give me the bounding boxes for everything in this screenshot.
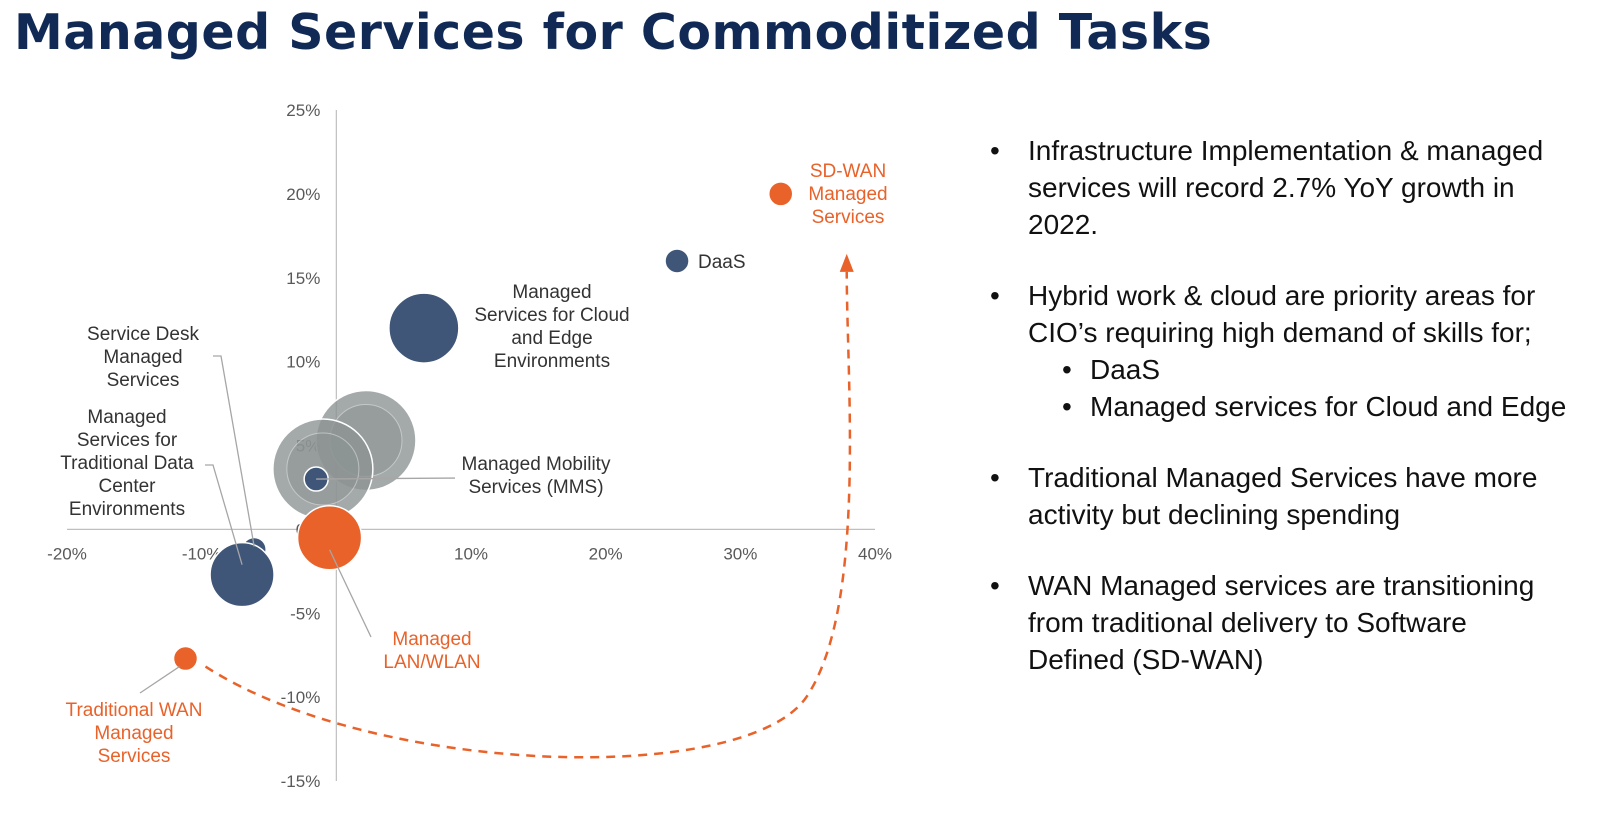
bullet-item: • Infrastructure Implementation & manage… bbox=[990, 132, 1570, 243]
y-tick-label: -10% bbox=[281, 688, 321, 707]
x-tick-label: 30% bbox=[723, 544, 757, 563]
y-tick-label: 10% bbox=[286, 353, 320, 372]
bubble-label: DaaS bbox=[698, 252, 746, 273]
sub-bullet-list: • DaaS • Managed services for Cloud and … bbox=[1028, 351, 1570, 425]
bubble bbox=[664, 248, 690, 274]
bullet-text: Traditional Managed Services have more a… bbox=[1028, 462, 1538, 530]
bullet-item: • Hybrid work & cloud are priority areas… bbox=[990, 277, 1570, 425]
bubble-label: Service Desk Managed Services bbox=[87, 324, 199, 391]
bubble-label: Traditional WAN Managed Services bbox=[66, 700, 203, 767]
bubble-label: Managed Services for Cloud and Edge Environ… bbox=[474, 282, 629, 372]
bubble-label: SD-WAN Managed Services bbox=[808, 161, 887, 228]
y-tick-label: 25% bbox=[286, 101, 320, 120]
y-tick-label: 20% bbox=[286, 185, 320, 204]
x-tick-label: 40% bbox=[858, 544, 892, 563]
sub-bullet-glyph: • bbox=[1062, 354, 1072, 385]
leader-line bbox=[213, 355, 255, 547]
x-tick-label: -10% bbox=[182, 544, 222, 563]
bullet-glyph: • bbox=[990, 462, 1000, 493]
sub-bullet-text: Managed services for Cloud and Edge bbox=[1090, 391, 1567, 422]
y-tick-label: -5% bbox=[290, 604, 320, 623]
leader-line bbox=[329, 549, 372, 638]
bullet-item: • Traditional Managed Services have more… bbox=[990, 459, 1570, 533]
x-tick-label: 20% bbox=[589, 544, 623, 563]
bullet-text: Infrastructure Implementation & managed … bbox=[1028, 135, 1544, 240]
sub-bullet-item: • Managed services for Cloud and Edge bbox=[1062, 388, 1570, 425]
sub-bullet-item: • DaaS bbox=[1062, 351, 1570, 388]
bullet-item: • WAN Managed services are transitioning… bbox=[990, 567, 1570, 678]
sub-bullet-text: DaaS bbox=[1090, 354, 1161, 385]
x-tick-label: -20% bbox=[47, 544, 87, 563]
trend-arrow-line bbox=[204, 271, 852, 759]
page-title: Managed Services for Commoditized Tasks bbox=[14, 4, 1213, 61]
bullet-glyph: • bbox=[990, 280, 1000, 311]
bubble-circle bbox=[664, 248, 690, 274]
bubble-circle bbox=[296, 505, 363, 571]
bubble bbox=[388, 292, 460, 364]
bubble bbox=[296, 505, 363, 571]
trend-arrow-head bbox=[839, 253, 854, 272]
bullet-glyph: • bbox=[990, 570, 1000, 601]
bubble-label: Managed Services for Traditional Data Cente… bbox=[60, 407, 194, 520]
bubble-circle bbox=[209, 541, 275, 608]
leader-line bbox=[316, 477, 456, 480]
bubble-label: Managed Mobility Services (MMS) bbox=[462, 454, 611, 498]
bubble-circle bbox=[172, 645, 199, 672]
bubble bbox=[767, 181, 794, 207]
bullet-text: WAN Managed services are transitioning f… bbox=[1028, 570, 1535, 675]
bubble bbox=[209, 541, 275, 608]
bubble-circle bbox=[767, 181, 794, 207]
bullet-text: Hybrid work & cloud are priority areas f… bbox=[1028, 280, 1536, 348]
bullet-list: • Infrastructure Implementation & manage… bbox=[990, 132, 1570, 712]
bubble-label: Managed LAN/WLAN bbox=[383, 629, 480, 673]
y-tick-label: -15% bbox=[281, 772, 321, 791]
bullet-glyph: • bbox=[990, 135, 1000, 166]
leader-line bbox=[139, 666, 180, 694]
bubble-chart: -20%-10%0%10%20%30%40%-15%-10%-5%0%5%10%… bbox=[47, 101, 892, 791]
bubble-circle bbox=[388, 292, 460, 364]
sub-bullet-glyph: • bbox=[1062, 391, 1072, 422]
bubble bbox=[172, 645, 199, 672]
y-tick-label: 15% bbox=[286, 269, 320, 288]
leader-line bbox=[205, 464, 243, 565]
x-tick-label: 10% bbox=[454, 544, 488, 563]
